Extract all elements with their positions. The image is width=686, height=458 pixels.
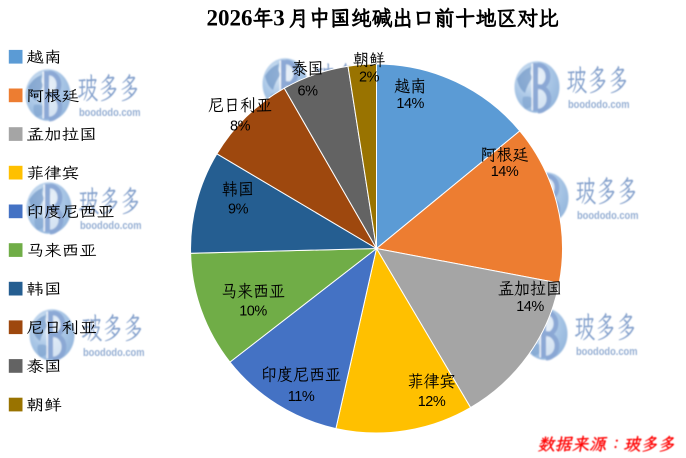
svg-text:8%: 8% <box>230 119 251 135</box>
svg-text:2026: 2026 <box>207 6 253 31</box>
svg-text:14%: 14% <box>396 96 424 112</box>
svg-text:boododo.com: boododo.com <box>83 347 145 359</box>
svg-text:12%: 12% <box>418 394 446 410</box>
svg-text:14%: 14% <box>516 299 544 315</box>
svg-text:11%: 11% <box>288 389 315 405</box>
svg-text:14%: 14% <box>491 164 519 180</box>
svg-text:9%: 9% <box>228 202 249 218</box>
svg-text:boododo.com: boododo.com <box>577 210 639 222</box>
svg-text:boododo.com: boododo.com <box>80 220 142 232</box>
svg-text:3: 3 <box>273 6 285 31</box>
svg-text:6%: 6% <box>298 83 319 99</box>
svg-text:boododo.com: boododo.com <box>568 99 630 111</box>
svg-text:boododo.com: boododo.com <box>576 346 638 358</box>
svg-text:10%: 10% <box>239 304 267 320</box>
svg-text:2%: 2% <box>359 69 380 85</box>
svg-text:boododo.com: boododo.com <box>79 107 141 119</box>
